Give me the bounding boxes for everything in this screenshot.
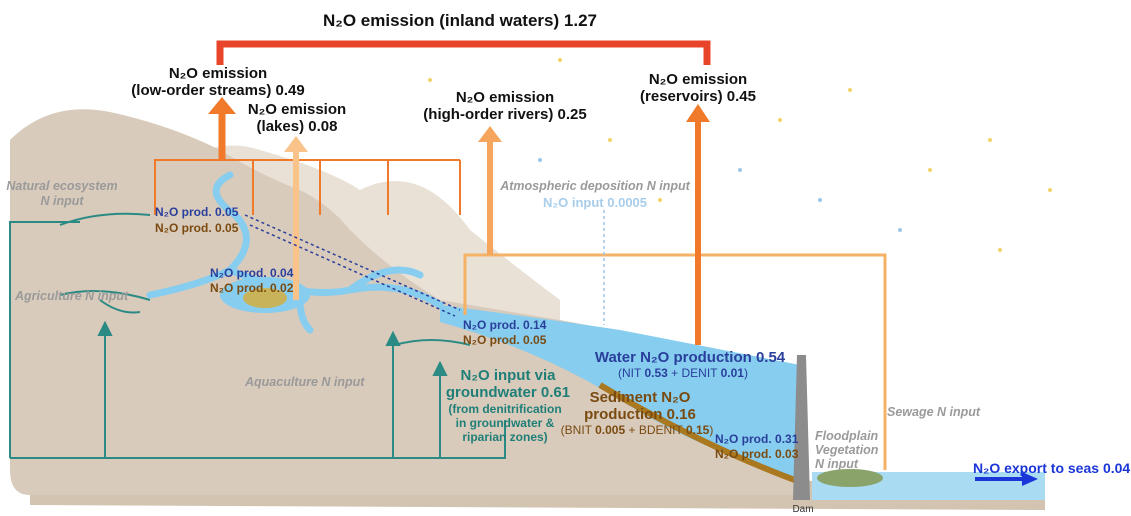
value: 0.05 xyxy=(215,205,239,219)
groundwater-detail-2: in groundwater & xyxy=(456,416,555,430)
value: 0.61 xyxy=(541,384,570,401)
water-production-detail: (NIT 0.53 + DENIT 0.01) xyxy=(618,366,748,380)
sediment-production-detail: (BNIT 0.005 + BDENIT 0.15) xyxy=(561,423,714,437)
label: groundwater xyxy=(446,384,537,401)
atmospheric-input: Atmospheric deposition N input xyxy=(499,179,690,193)
reservoir-sediment-prod: N₂O prod. 0.03 xyxy=(715,447,799,461)
streams xyxy=(146,171,444,334)
value: 0.31 xyxy=(775,432,799,446)
label: N₂O prod. xyxy=(715,432,772,446)
value: 0.16 xyxy=(667,406,696,423)
rivers-sediment: N₂O prod. 0.05 xyxy=(463,333,547,347)
rivers-water: N₂O prod. 0.14 xyxy=(463,318,547,332)
total-emission: N₂O emission (inland waters) 1.27 xyxy=(323,11,597,30)
streams-sediment: N₂O prod. 0.05 xyxy=(155,221,239,235)
groundwater-detail-3: riparian zones) xyxy=(462,430,547,444)
agriculture-input: Agriculture N input xyxy=(14,289,129,303)
floodplain xyxy=(817,469,883,487)
value: 0.02 xyxy=(270,281,294,295)
value: 0.04 xyxy=(270,266,294,280)
export-arrow-head xyxy=(1022,472,1038,486)
groundwater-2: groundwater 0.61 xyxy=(446,384,570,401)
lake-sediment xyxy=(243,288,287,308)
floodplain-1: Floodplain xyxy=(815,429,879,443)
text: ) xyxy=(709,423,713,437)
groundwater-detail-1: (from denitrification xyxy=(448,402,561,416)
input-network xyxy=(9,212,506,459)
value: 0.54 xyxy=(756,349,786,366)
lakes-water: N₂O prod. 0.04 xyxy=(210,266,294,280)
value: 0.01 xyxy=(721,366,745,380)
reservoirs-line2: (reservoirs) 0.45 xyxy=(640,88,756,105)
sewage-input: Sewage N input xyxy=(887,405,981,419)
text: ) xyxy=(744,366,748,380)
lakes-sediment: N₂O prod. 0.02 xyxy=(210,281,294,295)
lakes-line2: (lakes) 0.08 xyxy=(257,118,338,135)
sky-dots xyxy=(428,58,1052,252)
label: N₂O prod. xyxy=(715,447,772,461)
text: (BNIT xyxy=(561,423,593,437)
natural-input-2: N input xyxy=(40,194,84,208)
label: N₂O input xyxy=(543,195,604,210)
value: 0.25 xyxy=(558,106,587,123)
value: 0.005 xyxy=(595,423,625,437)
lakes-line1: N₂O emission xyxy=(248,101,346,118)
label: N₂O prod. xyxy=(463,333,520,347)
high-order-line2: (high-order rivers) 0.25 xyxy=(423,106,586,123)
land-lower xyxy=(30,480,1045,510)
aquaculture-input: Aquaculture N input xyxy=(244,375,365,389)
text: (NIT xyxy=(618,366,642,380)
atmospheric-n2o: N₂O input 0.0005 xyxy=(543,195,647,210)
label: (lakes) xyxy=(257,118,305,135)
value: 0.05 xyxy=(523,333,547,347)
low-order-line1: N₂O emission xyxy=(169,65,267,82)
value: 0.45 xyxy=(727,88,756,105)
high-order-line1: N₂O emission xyxy=(456,89,554,106)
value: 0.05 xyxy=(215,221,239,235)
value: 0.03 xyxy=(775,447,799,461)
label: N₂O prod. xyxy=(155,205,212,219)
export: N₂O export to seas 0.04 xyxy=(973,460,1130,476)
dam-label: Dam xyxy=(792,504,813,515)
sediment-production-1: Sediment N₂O xyxy=(590,389,691,406)
label: N₂O emission (inland waters) xyxy=(323,11,559,30)
land xyxy=(10,109,800,495)
label: (low-order streams) xyxy=(131,82,271,99)
value: 0.14 xyxy=(523,318,547,332)
reservoir-water-prod: N₂O prod. 0.31 xyxy=(715,432,799,446)
streams-water: N₂O prod. 0.05 xyxy=(155,205,239,219)
text: + DENIT xyxy=(671,366,718,380)
dam xyxy=(793,355,810,500)
value: 0.08 xyxy=(308,118,337,135)
label: N₂O export to seas xyxy=(973,460,1099,476)
label: (high-order rivers) xyxy=(423,106,553,123)
sediment xyxy=(598,382,802,485)
reservoirs-line1: N₂O emission xyxy=(649,71,747,88)
floodplain-2: Vegetation xyxy=(815,443,879,457)
reservoir-water xyxy=(440,305,800,480)
label: N₂O prod. xyxy=(155,221,212,235)
natural-input-1: Natural ecosystem xyxy=(6,179,117,193)
value: 0.49 xyxy=(276,82,305,99)
label: Water N₂O production xyxy=(595,349,752,366)
low-order-line2: (low-order streams) 0.49 xyxy=(131,82,304,99)
groundwater-1: N₂O input via xyxy=(460,367,556,384)
label: N₂O prod. xyxy=(463,318,520,332)
sediment-production-2: production 0.16 xyxy=(584,406,696,423)
label: N₂O prod. xyxy=(210,266,267,280)
water-production: Water N₂O production 0.54 xyxy=(595,349,786,366)
label: (reservoirs) xyxy=(640,88,723,105)
floodplain-3: N input xyxy=(815,457,859,471)
value: 0.0005 xyxy=(607,195,647,210)
emission-network xyxy=(154,40,887,470)
label: production xyxy=(584,406,662,423)
value: 0.15 xyxy=(686,423,710,437)
value: 0.53 xyxy=(644,366,668,380)
label: N₂O prod. xyxy=(210,281,267,295)
value: 0.04 xyxy=(1103,460,1130,476)
text: + BDENIT xyxy=(629,423,684,437)
value: 1.27 xyxy=(564,11,597,30)
